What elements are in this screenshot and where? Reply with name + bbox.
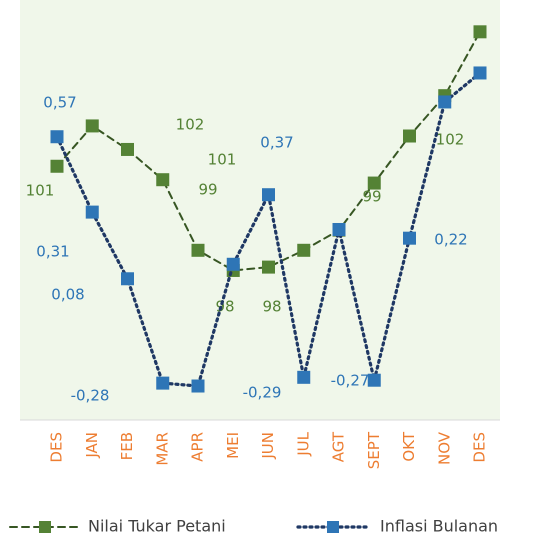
data-label: 0,57: [43, 94, 76, 112]
marker: [262, 260, 275, 274]
x-tick-label: FEB: [118, 432, 136, 460]
marker: [403, 231, 416, 245]
data-label: 98: [262, 298, 281, 316]
marker: [297, 243, 311, 257]
data-label: 99: [198, 181, 217, 199]
data-label: 0,22: [434, 231, 467, 249]
marker: [50, 130, 64, 144]
x-tick-label: NOV: [435, 431, 453, 465]
marker: [367, 176, 381, 190]
x-tick-label: DES: [48, 432, 66, 463]
data-label: 101: [26, 182, 55, 200]
data-label: 102: [176, 116, 205, 134]
x-tick-label: AGT: [330, 431, 348, 462]
marker: [121, 142, 134, 156]
data-label: 101: [208, 151, 237, 169]
x-tick-label: DES: [471, 432, 489, 463]
marker: [85, 119, 99, 133]
marker: [156, 173, 170, 187]
marker: [473, 66, 487, 80]
marker: [438, 95, 452, 109]
marker: [191, 379, 205, 393]
marker: [50, 159, 64, 173]
legend-label: Inflasi Bulanan: [380, 517, 498, 536]
marker: [262, 188, 275, 202]
x-tick-label: JUN: [259, 432, 277, 460]
data-label: -0,28: [71, 387, 110, 405]
marker: [367, 373, 381, 387]
marker: [473, 25, 487, 39]
marker: [403, 129, 416, 143]
x-tick-label: JUL: [294, 431, 312, 456]
marker: [85, 205, 99, 219]
marker: [156, 376, 170, 390]
x-tick-label: MAR: [153, 432, 171, 466]
marker: [297, 370, 311, 384]
data-label: 98: [215, 298, 234, 316]
data-label: 0,37: [260, 134, 293, 152]
legend-marker: [39, 521, 51, 533]
data-label: 0,31: [36, 243, 69, 261]
x-tick-label: SEPT: [365, 431, 383, 469]
marker: [332, 222, 346, 236]
x-tick-label: OKT: [400, 431, 418, 461]
data-label: -0,27: [331, 372, 370, 390]
data-label: -0,29: [243, 384, 282, 402]
x-tick-label: JAN: [83, 432, 101, 459]
legend-label: Nilai Tukar Petani: [88, 517, 226, 536]
marker: [191, 243, 205, 257]
marker: [226, 257, 240, 271]
marker: [121, 272, 134, 286]
legend-marker: [327, 521, 339, 533]
data-label: 0,08: [51, 286, 84, 304]
x-tick-label: APR: [189, 432, 207, 462]
data-label: 99: [362, 188, 381, 206]
data-label: 102: [436, 131, 465, 149]
x-tick-label: MEI: [224, 432, 242, 459]
